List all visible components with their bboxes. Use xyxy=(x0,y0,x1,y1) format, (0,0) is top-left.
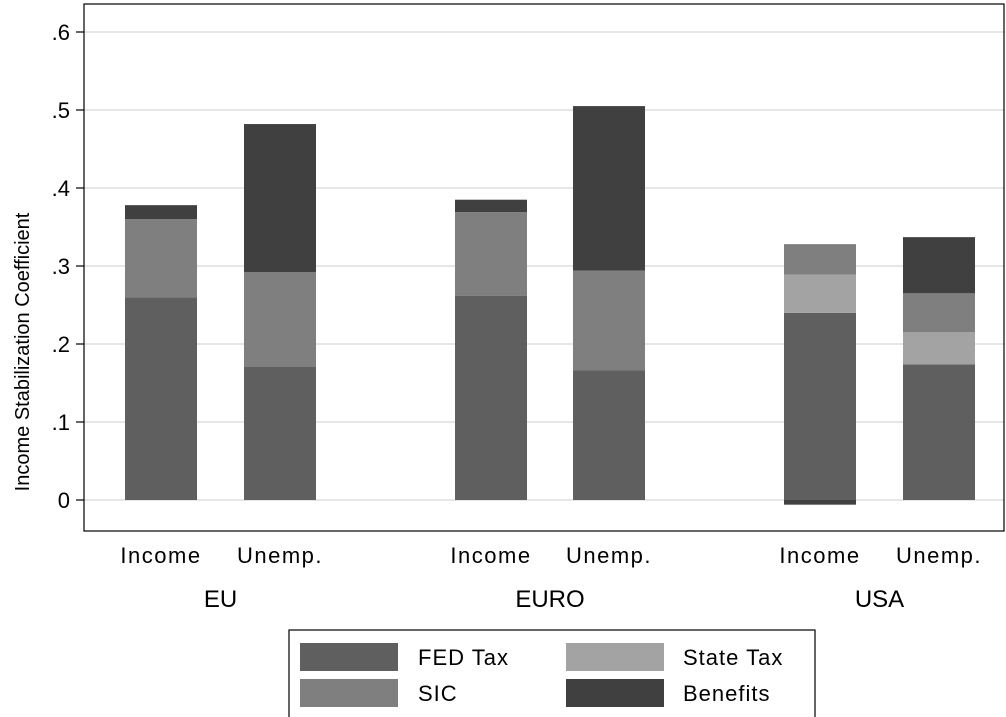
x-axis-labels: Income Unemp. Income Unemp. Income Unemp.EU EU… xyxy=(120,543,982,613)
bar-segment-benefits xyxy=(125,205,197,220)
legend-swatch xyxy=(300,643,398,671)
plot-frame xyxy=(83,3,1005,532)
y-tick-label: .2 xyxy=(52,332,70,357)
bar-segment-sic xyxy=(244,272,316,367)
bar-segment-sic xyxy=(125,219,197,298)
bar-segment-fed-tax xyxy=(784,312,856,500)
x-category-label: Unemp. xyxy=(566,543,652,568)
bar-segment-fed-tax xyxy=(125,297,197,500)
bar-segment-fed-tax xyxy=(903,364,975,500)
legend-label: Benefits xyxy=(683,681,771,706)
y-axis: 0 .1 .2 .3 .4 .5 .6 xyxy=(52,20,84,513)
bar-segment-fed-tax xyxy=(244,366,316,500)
bar-segment-fed-tax xyxy=(573,370,645,500)
grid-lines xyxy=(84,31,1004,501)
legend-swatch xyxy=(566,679,664,707)
bar-segment-benefits xyxy=(784,500,856,505)
x-category-label: Income xyxy=(450,543,531,568)
legend-swatch xyxy=(300,679,398,707)
bar-segment-sic xyxy=(784,244,856,275)
bar-segment-fed-tax xyxy=(455,295,527,500)
bar-segment-benefits xyxy=(903,237,975,294)
x-category-label: Unemp. xyxy=(237,543,323,568)
x-category-label: Income xyxy=(779,543,860,568)
y-tick-label: .3 xyxy=(52,254,70,279)
x-category-label: Income xyxy=(120,543,201,568)
x-group-label: USA xyxy=(855,586,904,613)
bar-segment-state-tax xyxy=(784,274,856,313)
y-axis-title: Income Stabilization Coefficient xyxy=(12,212,34,491)
x-category-label: Unemp. xyxy=(896,543,982,568)
legend-label: SIC xyxy=(418,681,458,706)
legend: FED Tax State Tax SIC Benefits xyxy=(288,629,816,717)
y-tick-label: 0 xyxy=(58,488,70,513)
legend-label: FED Tax xyxy=(418,645,509,670)
bar-segment-benefits xyxy=(573,106,645,271)
bar-segment-sic xyxy=(573,270,645,371)
legend-label: State Tax xyxy=(683,645,783,670)
x-group-label: EU xyxy=(204,586,237,613)
bar-segment-sic xyxy=(455,212,527,296)
bar-segment-benefits xyxy=(455,199,527,213)
legend-swatch xyxy=(566,643,664,671)
x-group-label: EURO xyxy=(515,586,584,613)
y-tick-label: .4 xyxy=(52,176,70,201)
bar-segment-state-tax xyxy=(903,332,975,365)
y-tick-label: .5 xyxy=(52,98,70,123)
y-tick-label: .1 xyxy=(52,410,70,435)
bar-segment-sic xyxy=(903,293,975,333)
bar-segment-benefits xyxy=(244,124,316,273)
y-tick-label: .6 xyxy=(52,20,70,45)
bars xyxy=(125,106,975,505)
